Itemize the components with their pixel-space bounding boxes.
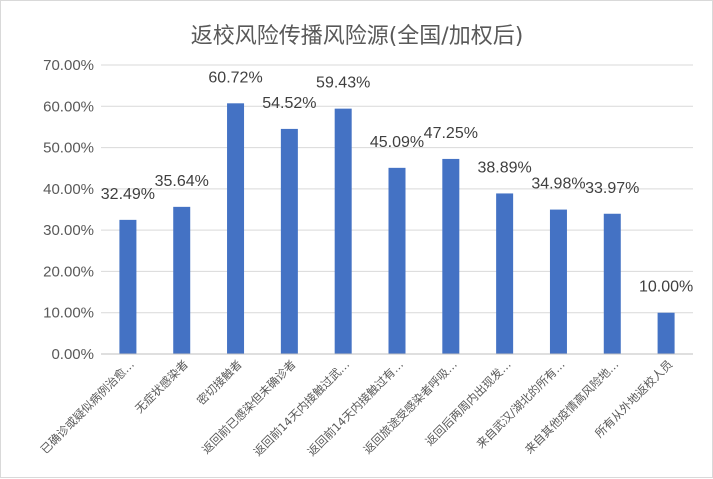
x-tick-label: 返回前14天内接触过有… bbox=[305, 357, 407, 459]
data-label: 38.89% bbox=[478, 159, 532, 176]
y-tick-label: 40.00% bbox=[43, 181, 94, 198]
x-axis-labels: 已确诊或疑似病例治愈…无症状感染者 密切接触者返回前已感染但未确诊者返回前14天内… bbox=[38, 357, 676, 459]
y-tick-label: 20.00% bbox=[43, 263, 94, 280]
bar bbox=[603, 213, 621, 354]
x-tick-label: 来自其他疫情高风险地… bbox=[522, 357, 621, 456]
data-label: 60.72% bbox=[208, 69, 262, 86]
bar bbox=[657, 312, 675, 354]
y-tick-label: 30.00% bbox=[43, 222, 94, 239]
bar bbox=[227, 103, 245, 354]
x-tick-label: 返回旅途受感染者呼吸… bbox=[361, 357, 460, 456]
data-label: 54.52% bbox=[262, 95, 316, 112]
data-label: 59.43% bbox=[316, 75, 370, 92]
x-tick-label: 密切接触者 bbox=[194, 357, 245, 408]
y-tick-label: 70.00% bbox=[43, 57, 94, 74]
data-label: 34.98% bbox=[531, 176, 585, 193]
bar bbox=[334, 108, 352, 354]
data-labels: 32.49%35.64% 60.72%54.52%59.43% 45.09%47.2… bbox=[101, 69, 693, 295]
bar bbox=[496, 193, 514, 354]
bar bbox=[119, 219, 137, 354]
x-tick-label: 无症状感染者 bbox=[132, 357, 191, 416]
x-tick-label: 已确诊或疑似病例治愈… bbox=[38, 357, 137, 456]
data-label: 32.49% bbox=[101, 186, 155, 203]
data-label: 47.25% bbox=[424, 125, 478, 142]
data-label: 45.09% bbox=[370, 134, 424, 151]
data-label: 35.64% bbox=[155, 173, 209, 190]
x-tick-label: 来自武汉/湖北的所有… bbox=[474, 357, 568, 451]
y-tick-label: 50.00% bbox=[43, 140, 94, 157]
data-label: 10.00% bbox=[639, 279, 693, 296]
x-tick-label: 返回前14天内接触过武… bbox=[251, 357, 353, 459]
y-tick-label: 10.00% bbox=[43, 305, 94, 322]
y-axis-ticks: 0.00% 10.00% 20.00% 30.00% 40.00% 50.00% 60.00… bbox=[43, 57, 94, 363]
data-label: 33.97% bbox=[585, 180, 639, 197]
y-tick-label: 0.00% bbox=[51, 346, 94, 363]
bars bbox=[119, 103, 675, 354]
chart-title: 返校风险传播风险源(全国/加权后) bbox=[191, 24, 524, 49]
bar bbox=[549, 209, 567, 354]
bar bbox=[173, 206, 191, 354]
bar bbox=[280, 128, 298, 354]
x-tick-label: 返回前已感染但未确诊者 bbox=[199, 357, 298, 456]
y-tick-label: 60.00% bbox=[43, 98, 94, 115]
bar bbox=[388, 167, 406, 354]
bar bbox=[442, 158, 460, 354]
